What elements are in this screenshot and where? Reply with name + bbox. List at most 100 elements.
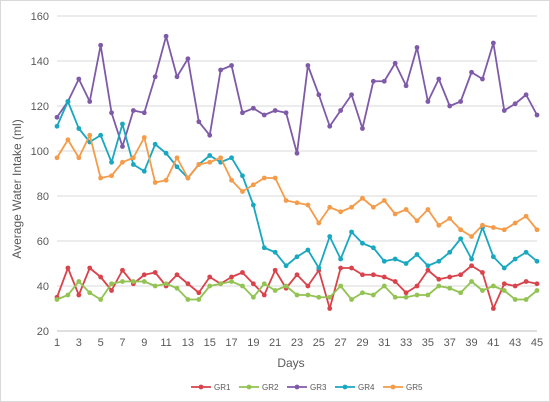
data-point <box>109 110 114 116</box>
data-point <box>414 283 420 289</box>
data-point <box>250 281 256 287</box>
data-point <box>469 256 474 262</box>
data-point <box>469 279 474 284</box>
data-point <box>338 256 344 262</box>
data-point <box>501 227 507 233</box>
data-point <box>109 281 114 287</box>
y-tick-label: 40 <box>37 281 49 293</box>
data-point <box>381 274 387 280</box>
data-point <box>381 283 387 289</box>
data-point <box>458 290 464 296</box>
data-point <box>174 285 180 291</box>
data-point <box>305 202 311 208</box>
data-point <box>447 249 453 255</box>
data-point <box>294 200 300 206</box>
data-point <box>229 155 234 161</box>
data-point <box>534 288 540 293</box>
data-point <box>403 83 409 89</box>
x-tick-label: 45 <box>531 337 543 349</box>
data-point <box>98 132 104 138</box>
data-point <box>272 108 278 113</box>
legend-swatch-marker <box>342 384 348 390</box>
data-point <box>534 112 540 118</box>
x-tick-label: 33 <box>400 337 412 349</box>
data-point <box>349 229 354 235</box>
x-tick-label: 43 <box>509 337 521 349</box>
data-point <box>490 254 496 260</box>
data-point <box>87 290 93 296</box>
data-point <box>98 274 104 280</box>
data-point <box>294 292 300 298</box>
data-point <box>458 99 464 104</box>
data-point <box>370 292 376 298</box>
data-point <box>360 195 365 201</box>
y-tick-label: 100 <box>31 146 49 158</box>
data-point <box>141 135 147 140</box>
data-point <box>240 270 245 275</box>
data-point <box>109 288 114 293</box>
y-tick-label: 140 <box>31 56 49 68</box>
data-point <box>501 265 507 271</box>
data-point <box>523 92 529 98</box>
data-point <box>447 274 453 280</box>
data-point <box>207 153 213 158</box>
data-point <box>534 227 540 233</box>
gridlines <box>57 15 537 332</box>
data-point <box>512 101 518 107</box>
data-point <box>152 141 158 147</box>
data-point <box>392 211 398 217</box>
data-point <box>174 155 180 161</box>
data-point <box>338 209 344 215</box>
data-point <box>501 281 507 287</box>
x-tick-label: 17 <box>225 337 237 349</box>
data-point <box>458 227 464 233</box>
data-point <box>512 283 518 289</box>
data-point <box>523 297 529 302</box>
data-point <box>229 177 234 183</box>
data-point <box>316 265 322 271</box>
x-tick-label: 7 <box>119 337 125 349</box>
data-point <box>436 276 442 282</box>
legend-label: GR1 <box>214 383 231 392</box>
data-point <box>76 126 82 131</box>
legend-item-gr4: GR4 <box>335 383 375 392</box>
x-tick-label: 27 <box>335 337 347 349</box>
data-point <box>392 279 398 284</box>
data-point <box>283 263 289 269</box>
x-tick-label: 39 <box>465 337 477 349</box>
data-point <box>272 175 278 181</box>
data-point <box>392 294 398 300</box>
data-point <box>87 99 93 104</box>
data-point <box>65 292 71 298</box>
data-point <box>360 126 365 131</box>
data-point <box>425 207 431 212</box>
data-point <box>294 272 300 278</box>
data-point <box>261 112 267 118</box>
legend-item-gr5: GR5 <box>383 383 423 392</box>
data-point <box>490 283 496 289</box>
data-point <box>272 288 278 293</box>
data-point <box>305 292 311 298</box>
x-tick-label: 37 <box>444 337 456 349</box>
data-point <box>185 175 191 181</box>
data-point <box>163 33 169 39</box>
data-point <box>458 272 464 278</box>
data-point <box>392 256 398 262</box>
data-point <box>490 225 496 230</box>
data-point <box>360 272 365 278</box>
data-point <box>261 281 267 287</box>
data-point <box>250 202 256 208</box>
data-point <box>163 177 169 183</box>
legend-label: GR4 <box>358 383 375 392</box>
x-tick-label: 23 <box>291 337 303 349</box>
legend-item-gr1: GR1 <box>191 383 231 392</box>
data-point <box>283 110 289 116</box>
data-point <box>218 281 224 287</box>
series-gr4 <box>54 99 540 271</box>
x-tick-label: 31 <box>378 337 390 349</box>
data-point <box>250 294 256 300</box>
y-tick-label: 60 <box>37 236 49 248</box>
y-axis-ticks: 20 40 60 80 100 120 140 160 <box>31 11 49 338</box>
data-point <box>250 182 256 188</box>
